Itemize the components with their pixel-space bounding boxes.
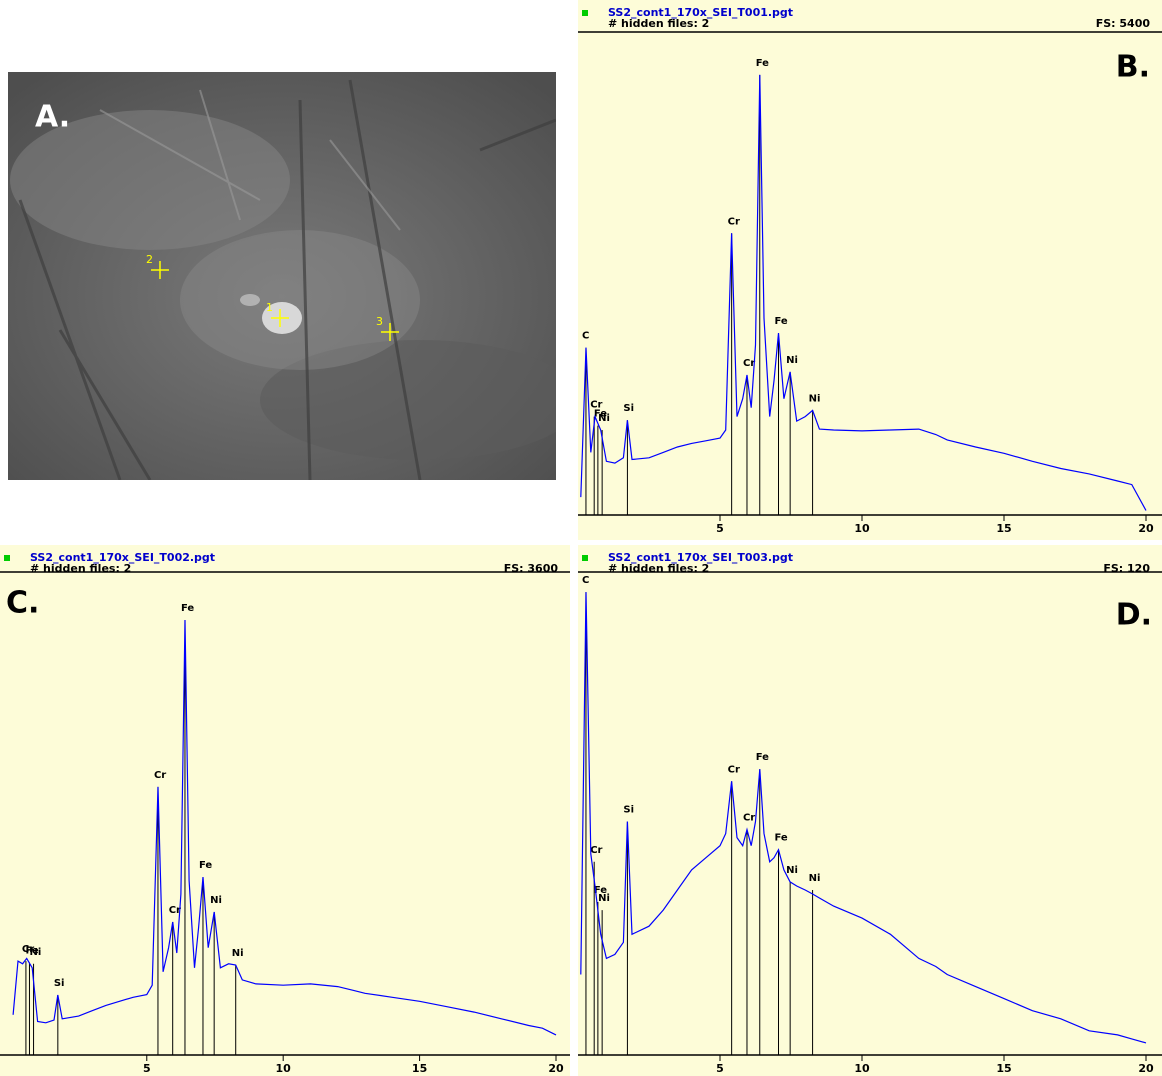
element-label: Cr: [22, 944, 34, 955]
file-name: SS2_cont1_170x_SEI_T003.pgt: [608, 551, 793, 564]
element-label: Fe: [775, 316, 788, 327]
element-label: Ni: [232, 948, 244, 959]
element-label: Ni: [598, 413, 610, 424]
x-tick-label: 5: [716, 1062, 724, 1075]
element-label: Si: [54, 978, 65, 989]
x-tick-label: 5: [716, 522, 724, 535]
point-label: 3: [376, 315, 383, 328]
element-label: Cr: [743, 358, 755, 369]
spectrum-panel: SS2_cont1_170x_SEI_T002.pgt# hidden file…: [0, 545, 570, 1076]
hidden-files: # hidden files: 2: [608, 562, 709, 575]
full-scale: FS: 5400: [1096, 17, 1151, 30]
element-label: Ni: [786, 865, 798, 876]
x-tick-label: 20: [548, 1062, 564, 1075]
element-label: Ni: [809, 393, 821, 404]
element-label: Fe: [181, 603, 194, 614]
element-label: Fe: [756, 752, 769, 763]
spectrum-panel: SS2_cont1_170x_SEI_T003.pgt# hidden file…: [578, 545, 1162, 1076]
sem-image: A.: [8, 72, 556, 480]
element-label: Ni: [210, 895, 222, 906]
panel-label: D.: [1116, 598, 1152, 633]
full-scale: FS: 120: [1103, 562, 1150, 575]
spectrum-line: [580, 592, 1147, 1044]
element-label: Fe: [775, 833, 788, 844]
element-label: Ni: [30, 947, 42, 958]
element-label: Cr: [590, 400, 602, 411]
element-label: Cr: [169, 905, 181, 916]
element-label: Si: [623, 805, 634, 816]
element-label: Cr: [743, 813, 755, 824]
element-label: C: [582, 575, 589, 586]
element-label: Cr: [728, 764, 740, 775]
x-tick-label: 15: [996, 522, 1011, 535]
panel-label: A.: [35, 100, 70, 135]
element-label: Fe: [199, 860, 212, 871]
x-tick-label: 20: [1138, 1062, 1154, 1075]
x-tick-label: 10: [854, 522, 870, 535]
status-square: [582, 555, 588, 561]
element-label: Ni: [786, 355, 798, 366]
spectrum-line: [580, 74, 1147, 511]
panel-label: B.: [1116, 50, 1150, 85]
x-tick-label: 5: [143, 1062, 151, 1075]
x-tick-label: 15: [412, 1062, 427, 1075]
element-label: Cr: [590, 845, 602, 856]
element-label: Si: [623, 403, 634, 414]
status-square: [582, 10, 588, 16]
crosshair: [151, 261, 169, 279]
point-label: 2: [146, 253, 153, 266]
element-label: Cr: [154, 770, 166, 781]
file-name: SS2_cont1_170x_SEI_T002.pgt: [30, 551, 215, 564]
x-tick-label: 15: [996, 1062, 1011, 1075]
spectrum-line: [12, 619, 557, 1036]
element-label: Ni: [809, 873, 821, 884]
x-tick-label: 20: [1138, 522, 1154, 535]
element-label: Ni: [598, 893, 610, 904]
element-label: Fe: [756, 58, 769, 69]
crosshair: [381, 323, 399, 341]
element-label: Fe: [25, 945, 38, 956]
file-name: SS2_cont1_170x_SEI_T001.pgt: [608, 6, 793, 19]
x-tick-label: 10: [276, 1062, 292, 1075]
element-label: Fe: [594, 885, 607, 896]
element-label: Fe: [594, 409, 607, 420]
hidden-files: # hidden files: 2: [608, 17, 709, 30]
crosshair: [271, 309, 289, 327]
spectrum-panel: SS2_cont1_170x_SEI_T001.pgt# hidden file…: [578, 0, 1162, 540]
x-tick-label: 10: [854, 1062, 870, 1075]
panel-background: [578, 0, 1162, 540]
panel-background: [578, 545, 1162, 1076]
panel-label: C.: [6, 586, 39, 621]
status-square: [4, 555, 10, 561]
full-scale: FS: 3600: [504, 562, 559, 575]
panel-background: [0, 545, 570, 1076]
element-label: Cr: [728, 216, 740, 227]
element-label: C: [582, 331, 589, 342]
hidden-files: # hidden files: 2: [30, 562, 131, 575]
point-label: 1: [266, 301, 273, 314]
